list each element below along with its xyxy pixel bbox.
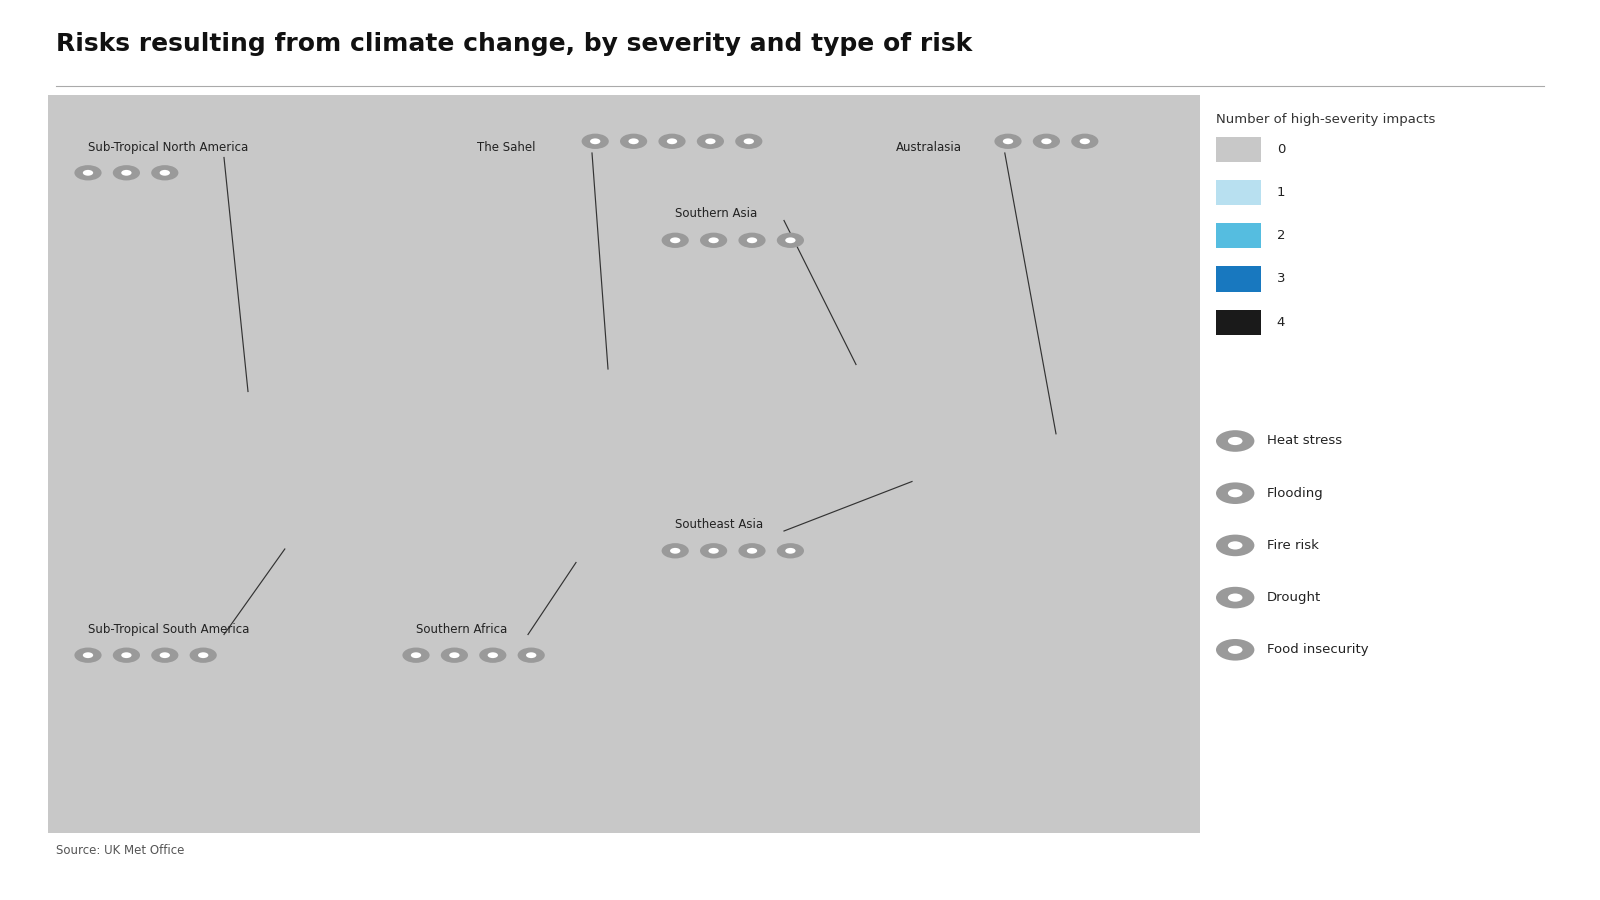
Text: The Sahel: The Sahel xyxy=(477,141,536,154)
Text: Sub-Tropical North America: Sub-Tropical North America xyxy=(88,141,248,154)
Text: Southern Africa: Southern Africa xyxy=(416,623,507,635)
Text: Source: UK Met Office: Source: UK Met Office xyxy=(56,844,184,857)
Text: Heat stress: Heat stress xyxy=(1267,435,1342,447)
Text: Fire risk: Fire risk xyxy=(1267,539,1318,552)
Text: Australasia: Australasia xyxy=(896,141,962,154)
Text: Number of high-severity impacts: Number of high-severity impacts xyxy=(1216,112,1435,125)
Text: Sub-Tropical South America: Sub-Tropical South America xyxy=(88,623,250,635)
Text: Flooding: Flooding xyxy=(1267,487,1323,500)
Text: Drought: Drought xyxy=(1267,591,1322,604)
Text: 3: 3 xyxy=(1277,273,1285,285)
Text: Southeast Asia: Southeast Asia xyxy=(675,518,763,530)
Text: 0: 0 xyxy=(1277,143,1285,156)
Text: 1: 1 xyxy=(1277,186,1285,199)
Text: Southern Asia: Southern Asia xyxy=(675,207,757,220)
Text: 4: 4 xyxy=(1277,316,1285,328)
Text: Food insecurity: Food insecurity xyxy=(1267,644,1370,656)
Text: Risks resulting from climate change, by severity and type of risk: Risks resulting from climate change, by … xyxy=(56,32,973,56)
Text: 2: 2 xyxy=(1277,230,1285,242)
